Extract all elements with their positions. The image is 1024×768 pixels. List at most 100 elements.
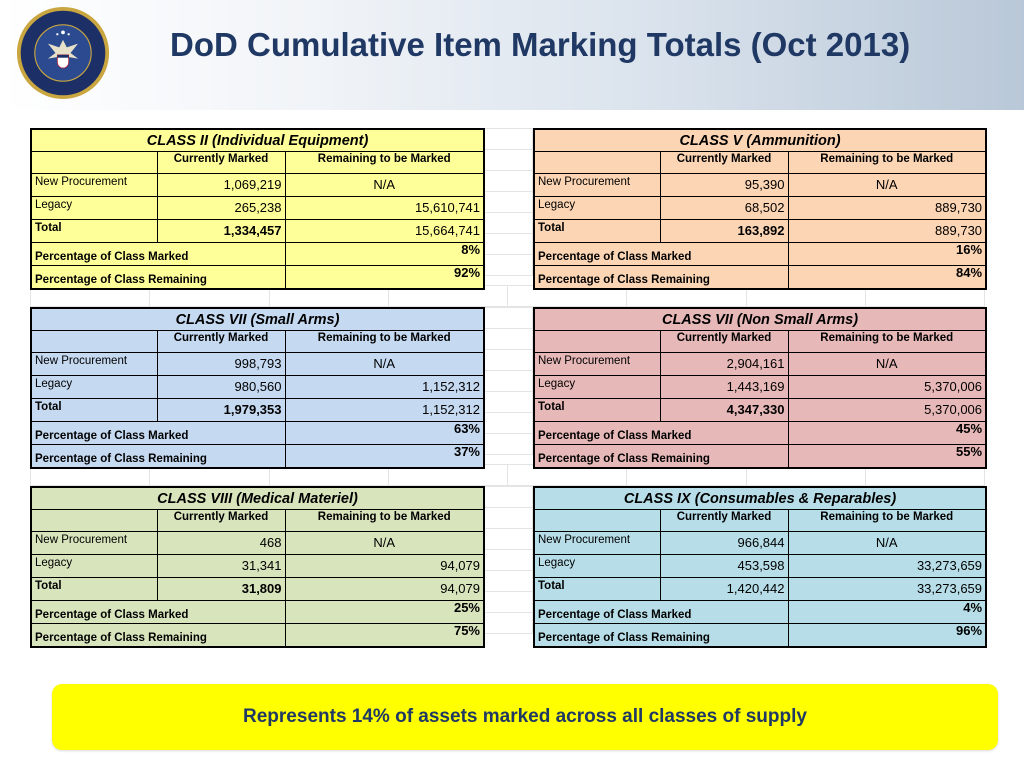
sheet-gridlines <box>483 486 533 634</box>
cell-value: 998,793 <box>156 352 286 376</box>
percent-value: 45% <box>787 421 988 445</box>
column-header: Currently Marked <box>659 151 789 174</box>
percent-value: 16% <box>787 242 988 266</box>
table-title: CLASS VII (Small Arms) <box>30 307 485 331</box>
percent-value: 63% <box>284 421 485 445</box>
cell-value: 31,341 <box>156 554 286 578</box>
percent-value: 37% <box>284 444 485 469</box>
cell-value: N/A <box>787 173 988 197</box>
row-label: New Procurement <box>30 531 158 555</box>
percent-value: 92% <box>284 265 486 290</box>
cell-value: 1,443,169 <box>659 375 789 399</box>
cell-value: 1,334,457 <box>156 219 286 243</box>
row-label: Legacy <box>30 375 158 399</box>
percent-value: 96% <box>787 623 988 648</box>
cell-value: 1,069,219 <box>156 173 286 197</box>
percent-value: 4% <box>787 600 988 624</box>
cell-value: 966,844 <box>659 531 789 555</box>
row-label: Total <box>30 577 158 601</box>
cell-value: 68,502 <box>659 196 789 220</box>
percent-value: 8% <box>284 242 486 266</box>
column-header: Remaining to be Marked <box>284 509 485 532</box>
row-label: Percentage of Class Marked <box>533 600 789 624</box>
sheet-gridlines <box>483 128 533 276</box>
row-label: Legacy <box>533 375 661 399</box>
row-label: Percentage of Class Remaining <box>30 265 286 290</box>
percent-value: 84% <box>787 265 988 290</box>
table-title: CLASS II (Individual Equipment) <box>29 128 486 152</box>
row-label: Legacy <box>533 554 661 578</box>
row-label: New Procurement <box>533 173 661 197</box>
row-label: New Procurement <box>533 352 661 376</box>
row-label: Total <box>30 398 158 422</box>
row-label: Total <box>533 219 661 243</box>
row-label: New Procurement <box>30 173 158 197</box>
cell-value: N/A <box>284 352 485 376</box>
cell-value: 1,420,442 <box>659 577 789 601</box>
table-title: CLASS V (Ammunition) <box>532 128 988 152</box>
row-label: Total <box>533 398 661 422</box>
class-table-class-ii: CLASS II (Individual Equipment) Currentl… <box>29 128 486 290</box>
cell-value: N/A <box>787 531 988 555</box>
percent-value: 25% <box>284 600 485 624</box>
column-header: Remaining to be Marked <box>787 330 988 353</box>
class-table-class-vii-small-arms: CLASS VII (Small Arms) Currently Marked R… <box>30 307 485 469</box>
column-header: Currently Marked <box>156 509 286 532</box>
row-label: New Procurement <box>30 352 158 376</box>
row-label: Legacy <box>533 196 661 220</box>
cell-value: 980,560 <box>156 375 286 399</box>
row-label: Legacy <box>30 196 158 220</box>
cell-value: 1,152,312 <box>284 375 485 399</box>
row-label: Percentage of Class Remaining <box>533 444 789 469</box>
sheet-gridlines <box>483 307 533 455</box>
column-header: Remaining to be Marked <box>787 151 988 174</box>
class-table-class-vii-non-small-arms: CLASS VII (Non Small Arms) Currently Mar… <box>532 307 988 469</box>
column-header: Currently Marked <box>659 509 789 532</box>
cell-value: 95,390 <box>659 173 789 197</box>
table-title: CLASS VIII (Medical Materiel) <box>30 486 485 510</box>
class-table-class-viii: CLASS VIII (Medical Materiel) Currently … <box>30 486 485 648</box>
row-label: New Procurement <box>533 531 661 555</box>
column-header: Remaining to be Marked <box>787 509 988 532</box>
cell-value: 889,730 <box>787 196 988 220</box>
cell-value: 1,152,312 <box>284 398 485 422</box>
table-title: CLASS IX (Consumables & Reparables) <box>532 486 988 510</box>
cell-value: 31,809 <box>156 577 286 601</box>
row-label: Total <box>30 219 158 243</box>
percent-value: 75% <box>284 623 485 648</box>
row-label: Percentage of Class Marked <box>533 421 789 445</box>
cell-value: N/A <box>787 352 988 376</box>
cell-value: 2,904,161 <box>659 352 789 376</box>
row-label: Percentage of Class Remaining <box>533 265 789 290</box>
cell-value: 33,273,659 <box>787 554 988 578</box>
cell-value: 265,238 <box>156 196 286 220</box>
cell-value: N/A <box>284 173 486 197</box>
summary-text: Represents 14% of assets marked across a… <box>243 706 807 727</box>
cell-value: N/A <box>284 531 485 555</box>
column-header: Currently Marked <box>156 151 286 174</box>
row-label: Percentage of Class Marked <box>30 600 286 624</box>
column-header: Currently Marked <box>659 330 789 353</box>
cell-value: 468 <box>156 531 286 555</box>
slide-header: DoD Cumulative Item Marking Totals (Oct … <box>0 0 1024 110</box>
cell-value: 15,610,741 <box>284 196 486 220</box>
column-header: Remaining to be Marked <box>284 151 486 174</box>
row-label: Legacy <box>30 554 158 578</box>
column-header: Currently Marked <box>156 330 286 353</box>
row-label: Percentage of Class Remaining <box>533 623 789 648</box>
summary-banner: Represents 14% of assets marked across a… <box>52 684 998 750</box>
table-title: CLASS VII (Non Small Arms) <box>532 307 988 331</box>
page-title: DoD Cumulative Item Marking Totals (Oct … <box>170 26 911 63</box>
cell-value: 94,079 <box>284 554 485 578</box>
cell-value: 453,598 <box>659 554 789 578</box>
percent-value: 55% <box>787 444 988 469</box>
row-label: Total <box>533 577 661 601</box>
column-header: Remaining to be Marked <box>284 330 485 353</box>
row-label: Percentage of Class Remaining <box>30 444 286 469</box>
cell-value: 1,979,353 <box>156 398 286 422</box>
class-table-class-ix: CLASS IX (Consumables & Reparables) Curr… <box>532 486 988 648</box>
row-label: Percentage of Class Marked <box>533 242 789 266</box>
cell-value: 33,273,659 <box>787 577 988 601</box>
cell-value: 5,370,006 <box>787 375 988 399</box>
cell-value: 5,370,006 <box>787 398 988 422</box>
